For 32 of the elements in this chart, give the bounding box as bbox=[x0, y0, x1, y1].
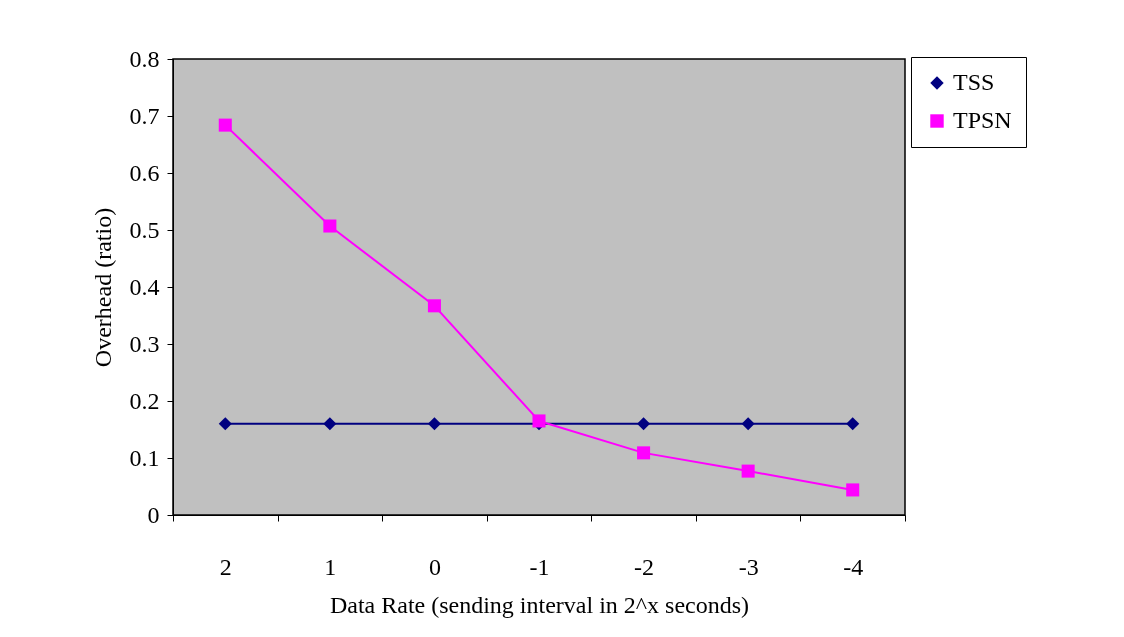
point bbox=[741, 464, 755, 478]
point bbox=[427, 417, 441, 431]
y-tick-label: 0.7 bbox=[129, 102, 160, 129]
y-tick-label: 0.1 bbox=[129, 444, 160, 471]
y-tick-label: 0.6 bbox=[129, 159, 160, 186]
point bbox=[427, 299, 441, 313]
legend-label: TPSN bbox=[953, 107, 1012, 133]
y-tick-label: 0.4 bbox=[129, 273, 160, 300]
x-tick-label: 0 bbox=[428, 553, 441, 580]
x-tick-label: 1 bbox=[324, 553, 337, 580]
x-tick-label: -3 bbox=[738, 553, 759, 580]
point bbox=[218, 118, 232, 132]
y-tick-label: 0 bbox=[147, 501, 160, 528]
point bbox=[846, 417, 860, 431]
x-tick-label: -4 bbox=[843, 553, 864, 580]
point bbox=[637, 446, 651, 460]
x-tick-label: -1 bbox=[529, 553, 550, 580]
point bbox=[218, 417, 232, 431]
point bbox=[846, 483, 860, 497]
point bbox=[741, 417, 755, 431]
y-tick-label: 0.5 bbox=[129, 216, 160, 243]
legend-label: TSS bbox=[953, 69, 995, 95]
x-axis-title: Data Rate (sending interval in 2^x seconds) bbox=[329, 591, 750, 618]
x-tick-label: 2 bbox=[219, 553, 232, 580]
y-tick-label: 0.8 bbox=[129, 45, 160, 72]
y-tick-label: 0.3 bbox=[129, 330, 160, 357]
point bbox=[323, 219, 337, 233]
point bbox=[637, 417, 651, 431]
y-axis-title: Overhead (ratio) bbox=[89, 207, 116, 368]
point bbox=[323, 417, 337, 431]
y-tick-label: 0.2 bbox=[129, 387, 160, 414]
x-tick-label: -2 bbox=[634, 553, 655, 580]
